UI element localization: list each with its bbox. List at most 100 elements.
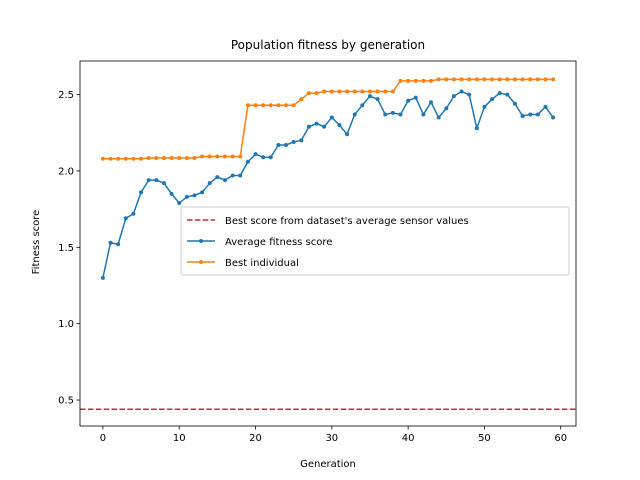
data-point-best-individual <box>512 77 517 82</box>
data-point-best-individual <box>230 154 235 159</box>
chart-title: Population fitness by generation <box>231 38 425 52</box>
data-point-average-fitness-score <box>375 97 380 102</box>
data-point-average-fitness-score <box>398 112 403 117</box>
data-point-average-fitness-score <box>314 121 319 126</box>
data-point-best-individual <box>436 77 441 82</box>
data-point-best-individual <box>490 77 495 82</box>
data-point-best-individual <box>444 77 449 82</box>
data-point-average-fitness-score <box>284 142 289 147</box>
data-point-average-fitness-score <box>429 100 434 105</box>
data-point-average-fitness-score <box>245 159 250 164</box>
data-point-average-fitness-score <box>108 240 113 245</box>
data-point-best-individual <box>345 89 350 94</box>
data-point-best-individual <box>276 103 281 108</box>
data-point-best-individual <box>520 77 525 82</box>
y-tick-label: 0.5 <box>58 396 74 407</box>
data-point-best-individual <box>184 155 189 160</box>
data-point-best-individual <box>429 78 434 83</box>
data-point-best-individual <box>398 78 403 83</box>
data-point-best-individual <box>139 156 144 161</box>
x-tick-label: 20 <box>249 433 262 444</box>
data-point-best-individual <box>322 89 327 94</box>
plot-frame <box>79 60 577 427</box>
data-point-average-fitness-score <box>238 173 243 178</box>
data-point-average-fitness-score <box>482 104 487 109</box>
data-point-best-individual <box>268 103 273 108</box>
data-point-best-individual <box>222 154 227 159</box>
data-point-best-individual <box>131 156 136 161</box>
data-point-best-individual <box>116 156 121 161</box>
data-point-average-fitness-score <box>413 95 418 100</box>
data-point-best-individual <box>177 155 182 160</box>
data-point-average-fitness-score <box>474 126 479 131</box>
data-point-average-fitness-score <box>497 91 502 96</box>
data-point-average-fitness-score <box>169 191 174 196</box>
data-point-average-fitness-score <box>367 94 372 99</box>
x-tick-label: 0 <box>100 433 106 444</box>
data-point-average-fitness-score <box>383 112 388 117</box>
data-point-best-individual <box>314 91 319 96</box>
data-point-best-individual <box>291 103 296 108</box>
data-point-best-individual <box>459 77 464 82</box>
data-point-average-fitness-score <box>291 139 296 144</box>
data-point-average-fitness-score <box>100 275 105 280</box>
data-point-best-individual <box>482 77 487 82</box>
legend-label: Best score from dataset's average sensor… <box>225 216 469 227</box>
data-point-average-fitness-score <box>116 242 121 247</box>
legend: Best score from dataset's average sensor… <box>180 206 570 276</box>
x-tick-label: 60 <box>554 433 567 444</box>
data-point-average-fitness-score <box>154 178 159 183</box>
data-point-average-fitness-score <box>192 193 197 198</box>
data-point-average-fitness-score <box>200 190 205 195</box>
data-point-best-individual <box>169 155 174 160</box>
data-point-best-individual <box>245 103 250 108</box>
data-point-best-individual <box>161 155 166 160</box>
data-point-average-fitness-score <box>299 138 304 143</box>
data-point-average-fitness-score <box>360 103 365 108</box>
y-axis-label: Fitness score <box>31 210 42 275</box>
data-point-average-fitness-score <box>177 201 182 206</box>
data-point-best-individual <box>306 91 311 96</box>
data-point-average-fitness-score <box>421 112 426 117</box>
data-point-best-individual <box>367 89 372 94</box>
x-axis-label: Generation <box>300 459 356 470</box>
data-point-best-individual <box>253 103 258 108</box>
data-point-average-fitness-score <box>161 181 166 186</box>
y-tick-label: 2.5 <box>58 90 74 101</box>
data-point-best-individual <box>535 77 540 82</box>
data-point-best-individual <box>337 89 342 94</box>
data-point-best-individual <box>352 89 357 94</box>
data-point-best-individual <box>505 77 510 82</box>
data-point-average-fitness-score <box>261 155 266 160</box>
data-point-best-individual <box>497 77 502 82</box>
data-point-best-individual <box>406 78 411 83</box>
data-point-average-fitness-score <box>215 175 220 180</box>
x-tick-label: 40 <box>402 433 415 444</box>
data-point-best-individual <box>329 89 334 94</box>
data-point-average-fitness-score <box>551 115 556 120</box>
data-point-average-fitness-score <box>306 124 311 129</box>
data-point-best-individual <box>383 89 388 94</box>
data-point-best-individual <box>146 155 151 160</box>
legend-label: Best individual <box>225 258 299 269</box>
data-point-best-individual <box>192 155 197 160</box>
data-point-best-individual <box>413 78 418 83</box>
data-point-average-fitness-score <box>436 115 441 120</box>
data-point-average-fitness-score <box>268 155 273 160</box>
data-point-best-individual <box>551 77 556 82</box>
data-point-average-fitness-score <box>520 113 525 118</box>
data-point-best-individual <box>390 89 395 94</box>
data-point-average-fitness-score <box>230 173 235 178</box>
data-point-average-fitness-score <box>222 178 227 183</box>
data-point-average-fitness-score <box>528 112 533 117</box>
data-point-best-individual <box>451 77 456 82</box>
legend-swatch-marker <box>199 260 203 264</box>
y-tick-label: 1.0 <box>58 319 74 330</box>
legend-label: Average fitness score <box>225 237 332 248</box>
data-point-best-individual <box>207 154 212 159</box>
y-tick-label: 2.0 <box>58 166 74 177</box>
data-point-average-fitness-score <box>505 92 510 97</box>
data-point-best-individual <box>215 154 220 159</box>
data-point-average-fitness-score <box>444 106 449 111</box>
